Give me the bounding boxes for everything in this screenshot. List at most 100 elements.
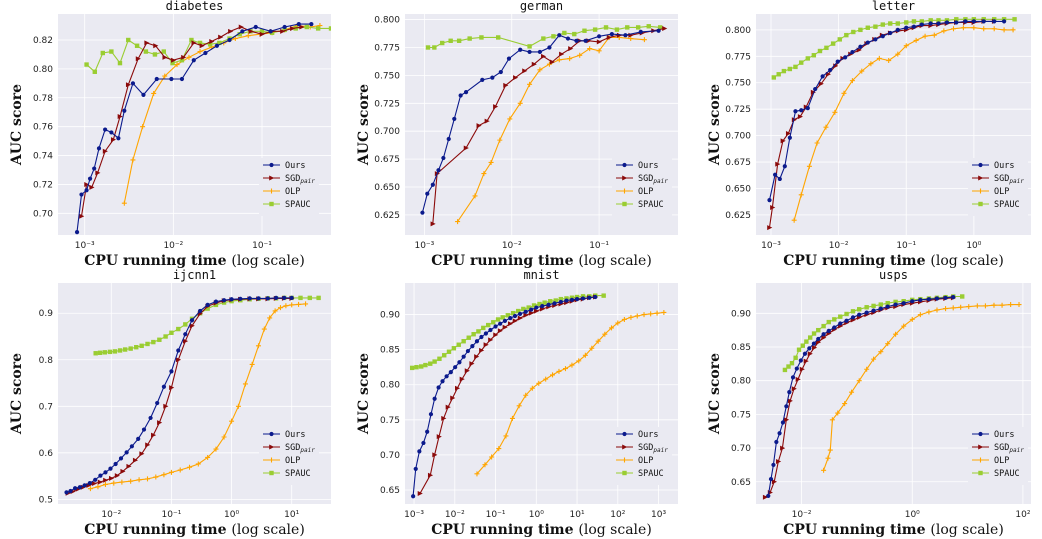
data-point <box>816 336 821 342</box>
data-point <box>523 309 528 314</box>
data-point <box>485 322 491 328</box>
data-point <box>461 354 466 359</box>
data-point <box>885 341 891 347</box>
legend-item: Ours <box>263 430 305 440</box>
data-point <box>878 306 883 311</box>
legend-item: OLP <box>972 456 1009 466</box>
data-point <box>221 300 227 305</box>
data-point <box>205 306 210 311</box>
data-point <box>203 50 208 56</box>
data-point <box>268 29 273 34</box>
data-point <box>895 51 901 57</box>
data-point <box>798 358 803 363</box>
data-point <box>1001 19 1007 24</box>
data-point <box>807 335 813 340</box>
data-point <box>87 486 93 492</box>
data-point <box>155 400 160 406</box>
data-point <box>117 114 123 120</box>
data-point <box>793 64 798 70</box>
chart-panel-ijcnn1: 0.5 0.6 0.7 0.8 0.9 10⁻² 10⁻¹ 10⁰ 10¹ ijcnn1 CPU r… <box>9 268 331 538</box>
data-point <box>868 61 874 67</box>
data-point <box>911 19 917 24</box>
x-tick-label: 10⁰ <box>529 510 544 520</box>
data-point <box>553 298 558 303</box>
data-point <box>151 90 157 96</box>
legend: Ours SGDpair OLP SPAUC <box>968 427 1028 485</box>
data-point <box>589 345 595 351</box>
data-point <box>850 49 855 55</box>
legend-box <box>612 427 672 485</box>
y-tick-label: 0.700 <box>374 127 400 137</box>
data-point <box>117 348 123 353</box>
data-point <box>842 401 848 407</box>
data-point <box>465 348 471 354</box>
data-point <box>787 135 792 140</box>
data-point <box>282 27 287 33</box>
data-point <box>135 56 141 62</box>
data-point <box>169 330 174 335</box>
data-point <box>928 18 933 23</box>
legend-item: OLP <box>972 187 1009 197</box>
data-point <box>606 34 612 40</box>
panel-title: ijcnn1 <box>173 268 216 282</box>
data-point <box>776 459 782 465</box>
series-line <box>823 304 1019 471</box>
data-point <box>641 312 647 318</box>
legend-item: SGDpair <box>616 443 668 454</box>
data-point <box>141 427 147 432</box>
data-point <box>304 24 309 30</box>
data-point <box>556 368 562 374</box>
data-point <box>130 157 136 163</box>
data-point <box>157 337 162 342</box>
legend-label: OLP <box>994 456 1009 466</box>
data-point <box>93 477 98 482</box>
data-point <box>191 40 197 46</box>
data-point <box>265 296 270 301</box>
data-point <box>116 136 121 141</box>
data-point <box>528 310 535 316</box>
data-point <box>552 301 557 306</box>
data-point <box>903 43 909 49</box>
data-point <box>296 22 301 27</box>
data-point <box>885 301 890 306</box>
series-ours <box>767 19 1007 203</box>
data-point <box>580 294 586 299</box>
data-point <box>888 21 893 26</box>
data-point <box>782 367 788 373</box>
data-point <box>580 296 586 301</box>
data-point <box>806 163 812 169</box>
data-point <box>844 32 849 38</box>
data-point <box>446 349 452 354</box>
x-tick-label: 10² <box>610 510 625 520</box>
y-axis-label: AUC score <box>707 353 723 435</box>
data-point <box>821 335 827 341</box>
data-point <box>505 313 511 318</box>
panel-title: usps <box>879 268 908 282</box>
data-point <box>472 193 478 199</box>
data-point <box>235 403 241 409</box>
data-point <box>169 76 174 82</box>
data-point <box>880 34 885 39</box>
data-point <box>471 332 476 337</box>
data-point <box>79 192 84 197</box>
data-point <box>982 303 988 309</box>
data-point <box>95 484 101 490</box>
legend-item: SPAUC <box>972 469 1020 479</box>
data-point <box>963 17 968 22</box>
data-point <box>529 307 534 312</box>
legend-marker <box>978 188 983 194</box>
data-point <box>109 130 114 135</box>
data-point <box>507 116 513 122</box>
data-point <box>780 138 786 144</box>
data-point <box>767 198 772 203</box>
x-tick-label: 10⁻¹ <box>252 241 272 251</box>
data-point <box>950 305 956 311</box>
legend-label: Ours <box>638 161 658 171</box>
data-point <box>450 395 456 401</box>
y-tick-label: 0.82 <box>33 36 53 46</box>
data-point <box>503 82 509 88</box>
data-point <box>108 475 115 481</box>
data-point <box>904 20 909 25</box>
data-point <box>593 294 598 300</box>
